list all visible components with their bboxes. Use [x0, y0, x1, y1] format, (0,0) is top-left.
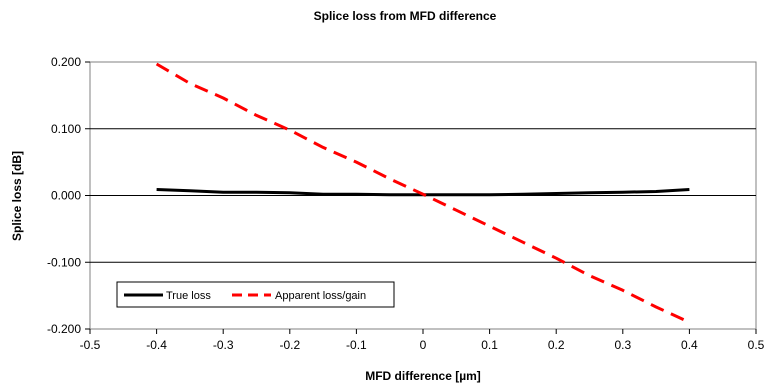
y-tick-label-1: -0.100 — [47, 255, 81, 269]
point-s1-3 — [256, 115, 257, 116]
chart-title: Splice loss from MFD difference — [314, 9, 497, 23]
y-tick-label-4: 0.200 — [51, 55, 81, 69]
point-s0-0 — [156, 189, 157, 190]
point-s1-15 — [656, 306, 657, 307]
point-s0-12 — [556, 193, 557, 194]
point-s1-8 — [423, 194, 424, 195]
x-tick-label-0: -0.5 — [80, 338, 101, 352]
point-s1-4 — [289, 130, 290, 131]
x-tick-label-7: 0.2 — [548, 338, 565, 352]
series-line-apparent-loss-gain — [155, 62, 691, 324]
x-tick-label-10: 0.5 — [748, 338, 765, 352]
x-tick-label-3: -0.2 — [279, 338, 300, 352]
point-s1-1 — [189, 83, 190, 84]
y-tick-label-2: 0.000 — [51, 189, 81, 203]
legend: True loss Apparent loss/gain — [116, 281, 395, 308]
x-tick-label-4: -0.1 — [346, 338, 367, 352]
x-tick-label-8: 0.3 — [614, 338, 631, 352]
point-s1-10 — [489, 226, 490, 227]
point-s1-9 — [456, 210, 457, 211]
point-s0-10 — [489, 194, 490, 195]
point-s1-16 — [689, 322, 690, 323]
point-s0-2 — [223, 192, 224, 193]
x-axis: -0.5 -0.4 -0.3 -0.2 -0.1 0 0.1 0.2 0.3 0.4 0.5 — [80, 329, 765, 352]
point-s0-15 — [656, 191, 657, 192]
point-s0-6 — [356, 194, 357, 195]
point-s0-5 — [323, 194, 324, 195]
y-axis-title: Splice loss [dB] — [10, 151, 24, 241]
point-s1-11 — [522, 242, 523, 243]
x-tick-label-1: -0.4 — [146, 338, 167, 352]
point-s0-1 — [189, 190, 190, 191]
point-s1-6 — [356, 162, 357, 163]
point-s0-9 — [456, 194, 457, 195]
y-axis: -0.200 -0.100 0.000 0.100 0.200 — [47, 55, 90, 336]
x-tick-label-9: 0.4 — [681, 338, 698, 352]
x-tick-label-5: 0 — [420, 338, 427, 352]
point-s0-3 — [256, 192, 257, 193]
point-s0-4 — [289, 192, 290, 193]
legend-true-loss-label: True loss — [166, 290, 211, 302]
point-s1-5 — [323, 147, 324, 148]
y-tick-label-3: 0.100 — [51, 122, 81, 136]
legend-apparent-label: Apparent loss/gain — [275, 290, 366, 302]
point-s1-12 — [556, 258, 557, 259]
point-s1-14 — [622, 290, 623, 291]
x-tick-label-6: 0.1 — [481, 338, 498, 352]
point-s1-13 — [589, 275, 590, 276]
point-s1-0 — [156, 64, 157, 65]
x-axis-title: MFD difference [µm] — [365, 369, 481, 383]
point-s0-13 — [589, 192, 590, 193]
point-s0-16 — [689, 189, 690, 190]
point-s1-2 — [223, 98, 224, 99]
point-s0-7 — [389, 194, 390, 195]
series-lines — [155, 62, 691, 324]
x-tick-label-2: -0.3 — [213, 338, 234, 352]
y-tick-label-0: -0.200 — [47, 322, 81, 336]
point-s0-11 — [522, 194, 523, 195]
point-s0-14 — [622, 192, 623, 193]
point-s1-7 — [389, 178, 390, 179]
